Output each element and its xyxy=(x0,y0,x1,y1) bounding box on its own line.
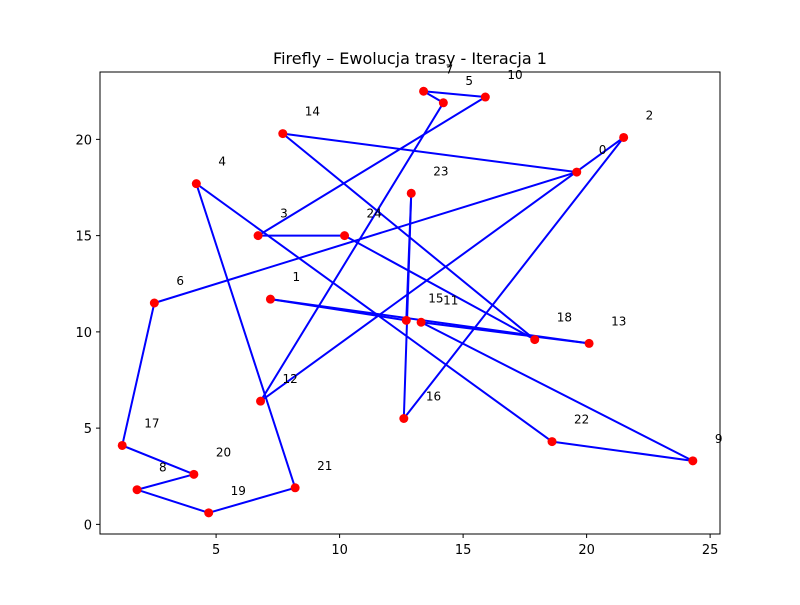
route-segment xyxy=(257,96,487,237)
route-segment xyxy=(136,473,195,491)
city-point xyxy=(530,335,540,345)
city-point xyxy=(438,98,448,108)
y-tick-label: 10 xyxy=(75,326,92,341)
route-segment xyxy=(405,192,413,322)
city-point xyxy=(278,129,288,139)
route-segment xyxy=(195,182,554,443)
x-tick-label: 15 xyxy=(455,543,472,558)
city-label: 8 xyxy=(159,461,167,475)
city-point xyxy=(253,231,263,241)
city-label: 14 xyxy=(305,105,320,119)
city-label: 22 xyxy=(574,413,589,427)
plot-area: 0123456789101112131415161718192021222324… xyxy=(75,62,722,558)
city-label: 10 xyxy=(507,68,522,82)
city-label: 5 xyxy=(465,74,473,88)
city-label: 23 xyxy=(433,164,448,178)
city-point xyxy=(688,456,698,466)
city-label: 16 xyxy=(426,390,441,404)
city-label: 17 xyxy=(144,416,159,430)
route-segment xyxy=(121,302,156,447)
city-point xyxy=(399,414,409,423)
city-label: 18 xyxy=(557,311,572,325)
route-segment xyxy=(195,182,297,489)
city-point xyxy=(340,231,350,241)
city-label: 6 xyxy=(176,274,184,288)
city-point xyxy=(419,86,429,96)
city-point xyxy=(584,338,594,348)
route-segment xyxy=(343,234,536,341)
city-label: 7 xyxy=(446,62,454,76)
x-tick-label: 10 xyxy=(331,543,348,558)
route-segment xyxy=(153,171,578,304)
city-point xyxy=(406,188,416,198)
city-label: 2 xyxy=(646,108,654,122)
route-segment xyxy=(259,136,625,403)
city-label: 11 xyxy=(443,293,458,307)
city-point xyxy=(572,167,582,177)
city-point xyxy=(189,469,199,479)
route-segment xyxy=(121,444,195,476)
axes-frame xyxy=(99,71,721,535)
city-label: 21 xyxy=(317,459,332,473)
city-label: 1 xyxy=(292,270,300,284)
city-point xyxy=(256,396,266,406)
city-label: 15 xyxy=(428,291,443,305)
city-label: 0 xyxy=(599,143,607,157)
route-segment xyxy=(281,132,578,174)
city-point xyxy=(191,179,201,189)
city-label: 4 xyxy=(218,155,226,169)
route-segment xyxy=(422,90,487,99)
city-point xyxy=(480,92,490,102)
city-label: 12 xyxy=(283,372,298,386)
city-point xyxy=(547,437,557,447)
route-segment xyxy=(259,101,445,403)
route-segment xyxy=(281,132,536,341)
city-label: 13 xyxy=(611,314,626,328)
route-segment xyxy=(136,488,210,514)
city-point xyxy=(149,298,159,308)
route-segment xyxy=(402,136,625,420)
x-tick-label: 20 xyxy=(578,543,595,558)
city-point xyxy=(416,317,426,327)
x-tick-label: 25 xyxy=(702,543,719,558)
city-label: 24 xyxy=(367,207,382,221)
y-tick-label: 15 xyxy=(75,230,92,245)
y-tick-label: 20 xyxy=(75,133,92,148)
city-point xyxy=(132,485,142,495)
city-point xyxy=(401,315,411,325)
route-segment xyxy=(420,321,694,462)
city-label: 20 xyxy=(216,445,231,459)
chart-title: Firefly – Ewolucja trasy - Iteracja 1 xyxy=(273,49,547,68)
city-point xyxy=(619,132,629,142)
y-tick-label: 0 xyxy=(84,518,92,533)
city-point xyxy=(290,483,300,493)
city-point xyxy=(117,440,127,450)
city-label: 9 xyxy=(715,432,723,446)
city-label: 3 xyxy=(280,207,288,221)
route-segment xyxy=(207,486,297,514)
route-segment xyxy=(420,321,591,345)
route-segment xyxy=(551,440,694,462)
city-point xyxy=(265,294,275,304)
y-tick-label: 5 xyxy=(84,422,92,437)
city-label: 19 xyxy=(231,484,246,498)
city-point xyxy=(204,508,214,518)
x-tick-label: 5 xyxy=(212,543,220,558)
